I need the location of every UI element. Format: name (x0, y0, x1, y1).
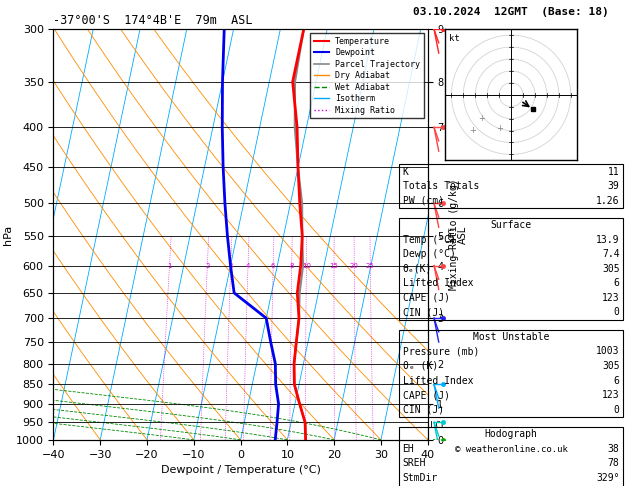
Text: Surface: Surface (491, 220, 532, 230)
Text: θₑ(K): θₑ(K) (403, 264, 432, 274)
Legend: Temperature, Dewpoint, Parcel Trajectory, Dry Adiabat, Wet Adiabat, Isotherm, Mi: Temperature, Dewpoint, Parcel Trajectory… (310, 34, 423, 118)
Text: SREH: SREH (403, 458, 426, 468)
Text: 0: 0 (614, 308, 620, 317)
Text: 6: 6 (271, 262, 276, 269)
Text: StmDir: StmDir (403, 473, 438, 483)
Text: 123: 123 (602, 293, 620, 303)
X-axis label: Dewpoint / Temperature (°C): Dewpoint / Temperature (°C) (160, 465, 321, 475)
Text: EH: EH (403, 444, 415, 453)
Text: LCL: LCL (430, 421, 446, 431)
Text: Lifted Index: Lifted Index (403, 376, 473, 385)
Text: +: + (496, 123, 503, 133)
Text: 10: 10 (302, 262, 311, 269)
Text: kt: kt (449, 34, 460, 43)
Text: 39: 39 (608, 181, 620, 191)
Text: Hodograph: Hodograph (484, 429, 538, 439)
Text: Temp (°C): Temp (°C) (403, 235, 455, 244)
Text: Mixing Ratio (g/kg): Mixing Ratio (g/kg) (450, 179, 459, 290)
Text: +: + (469, 126, 476, 135)
Text: 7.4: 7.4 (602, 249, 620, 259)
Text: 329°: 329° (596, 473, 620, 483)
Text: 6: 6 (614, 278, 620, 288)
Text: 123: 123 (602, 390, 620, 400)
Text: +: + (478, 114, 485, 123)
Text: 13.9: 13.9 (596, 235, 620, 244)
Text: Dewp (°C): Dewp (°C) (403, 249, 455, 259)
Y-axis label: km
ASL: km ASL (447, 226, 468, 243)
Text: 1.26: 1.26 (596, 196, 620, 206)
Text: θₑ (K): θₑ (K) (403, 361, 438, 371)
Text: 25: 25 (366, 262, 375, 269)
Text: 03.10.2024  12GMT  (Base: 18): 03.10.2024 12GMT (Base: 18) (413, 7, 609, 17)
Text: 20: 20 (350, 262, 359, 269)
Text: 305: 305 (602, 264, 620, 274)
Text: © weatheronline.co.uk: © weatheronline.co.uk (455, 445, 567, 454)
Text: 305: 305 (602, 361, 620, 371)
Text: 38: 38 (608, 444, 620, 453)
Text: 6: 6 (614, 376, 620, 385)
Text: 11: 11 (608, 167, 620, 176)
Text: 1003: 1003 (596, 347, 620, 356)
Y-axis label: hPa: hPa (3, 225, 13, 244)
Text: 2: 2 (205, 262, 209, 269)
Text: CAPE (J): CAPE (J) (403, 390, 450, 400)
Text: K: K (403, 167, 408, 176)
Text: Totals Totals: Totals Totals (403, 181, 479, 191)
Text: 3: 3 (228, 262, 233, 269)
Text: 0: 0 (614, 405, 620, 415)
Text: 15: 15 (330, 262, 338, 269)
Text: PW (cm): PW (cm) (403, 196, 443, 206)
Text: Most Unstable: Most Unstable (473, 332, 549, 342)
Text: CIN (J): CIN (J) (403, 308, 443, 317)
Text: 1: 1 (167, 262, 172, 269)
Text: Lifted Index: Lifted Index (403, 278, 473, 288)
Text: 78: 78 (608, 458, 620, 468)
Text: -37°00'S  174°4B'E  79m  ASL: -37°00'S 174°4B'E 79m ASL (53, 14, 253, 27)
Text: CIN (J): CIN (J) (403, 405, 443, 415)
Text: Pressure (mb): Pressure (mb) (403, 347, 479, 356)
Text: CAPE (J): CAPE (J) (403, 293, 450, 303)
Text: 8: 8 (289, 262, 294, 269)
Text: 4: 4 (246, 262, 250, 269)
